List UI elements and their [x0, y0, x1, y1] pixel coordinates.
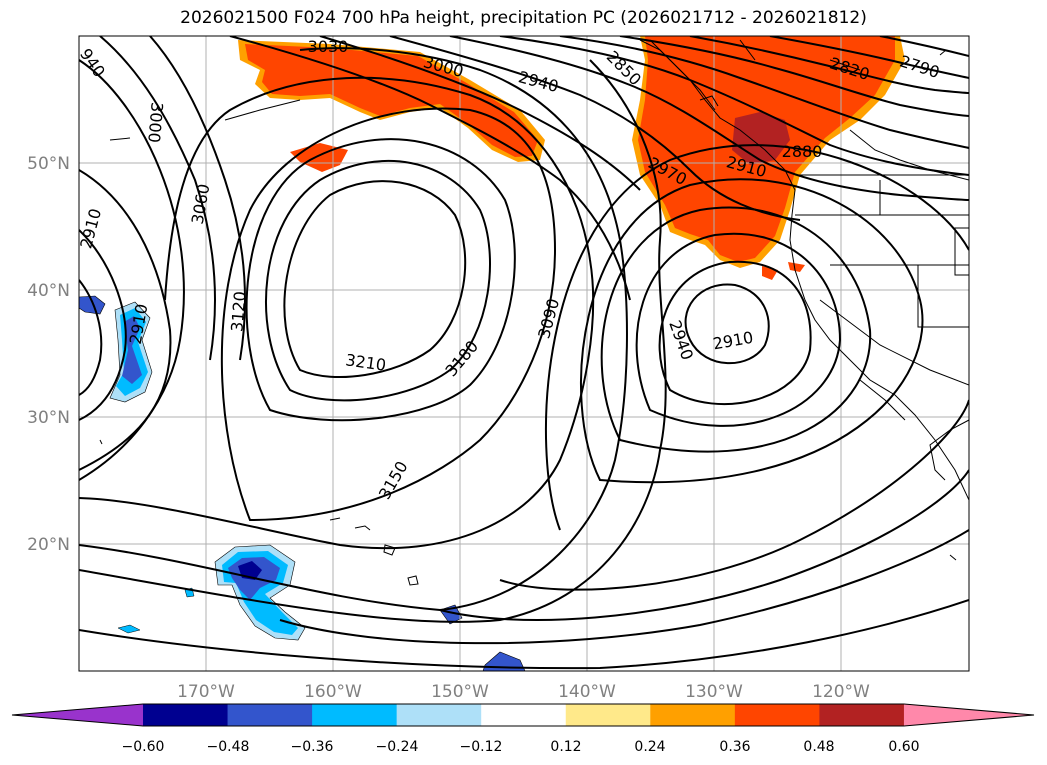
map-plot-area: [79, 36, 969, 671]
colorbar-tick-label: −0.36: [291, 739, 334, 755]
colorbar-tick-label: −0.24: [376, 739, 419, 755]
contour-label: 940: [76, 45, 109, 81]
colorbar-segment: [565, 704, 651, 726]
colorbar-tick-label: −0.48: [207, 739, 250, 755]
lon-label: 120°W: [812, 682, 870, 702]
colorbar-segment: [650, 704, 736, 726]
contour-label: 2910: [711, 328, 754, 354]
colorbar-segment: [819, 704, 905, 726]
colorbar-segment: [396, 704, 482, 726]
colorbar-tick-label: −0.12: [460, 739, 503, 755]
lat-label: 50°N: [27, 154, 70, 174]
lon-label: 170°W: [177, 682, 235, 702]
lat-label: 40°N: [27, 281, 70, 301]
map-title: 2026021500 F024 700 hPa height, precipit…: [180, 8, 867, 28]
colorbar: −0.60 −0.48 −0.36 −0.24 −0.12 0.12 0.24 …: [11, 703, 1035, 755]
colorbar-tick-label: 0.12: [550, 739, 581, 755]
contour-label: 3000: [144, 101, 166, 143]
contour-label: 3060: [188, 182, 214, 225]
lon-label: 140°W: [558, 682, 616, 702]
contour-label: 3120: [227, 290, 249, 332]
contour-label: 3150: [375, 458, 412, 503]
lat-label: 20°N: [27, 535, 70, 555]
map-frame: [78, 35, 970, 672]
contour-label: 2880: [782, 142, 823, 161]
latitude-labels: 50°N 40°N 30°N 20°N: [27, 154, 70, 555]
contour-label: 3210: [344, 350, 387, 374]
colorbar-outline: [11, 703, 1035, 727]
colorbar-segment: [312, 704, 398, 726]
contour-label: 2940: [665, 318, 697, 363]
colorbar-segment: [734, 704, 820, 726]
longitude-labels: 170°W 160°W 150°W 140°W 130°W 120°W: [177, 682, 870, 702]
contour-label: 2910: [76, 206, 105, 250]
colorbar-segment: [227, 704, 313, 726]
contour-label: 2790: [897, 51, 942, 82]
colorbar-tick-label: 0.48: [803, 739, 834, 755]
lon-label: 150°W: [431, 682, 489, 702]
colorbar-tick-label: 0.36: [719, 739, 750, 755]
colorbar-tick-label: 0.60: [888, 739, 919, 755]
lon-label: 160°W: [304, 682, 362, 702]
colorbar-extend-high: [903, 704, 1034, 726]
colorbar-segment: [143, 704, 229, 726]
lon-label: 130°W: [685, 682, 743, 702]
coastlines-borders: [99, 39, 969, 586]
lat-label: 30°N: [27, 408, 70, 428]
map-gridlines: [79, 36, 969, 671]
colorbar-segments: [11, 703, 1035, 727]
colorbar-extend-low: [12, 704, 143, 726]
contour-label: 3030: [308, 37, 349, 56]
precip-negative-areas: [79, 295, 526, 671]
colorbar-tick-label: −0.60: [122, 739, 165, 755]
height-contours: [79, 36, 969, 670]
contour-label: 3180: [441, 337, 482, 380]
colorbar-tick-label: 0.24: [634, 739, 665, 755]
colorbar-segment: [481, 704, 567, 726]
colorbar-tick-labels: −0.60 −0.48 −0.36 −0.24 −0.12 0.12 0.24 …: [122, 739, 920, 755]
